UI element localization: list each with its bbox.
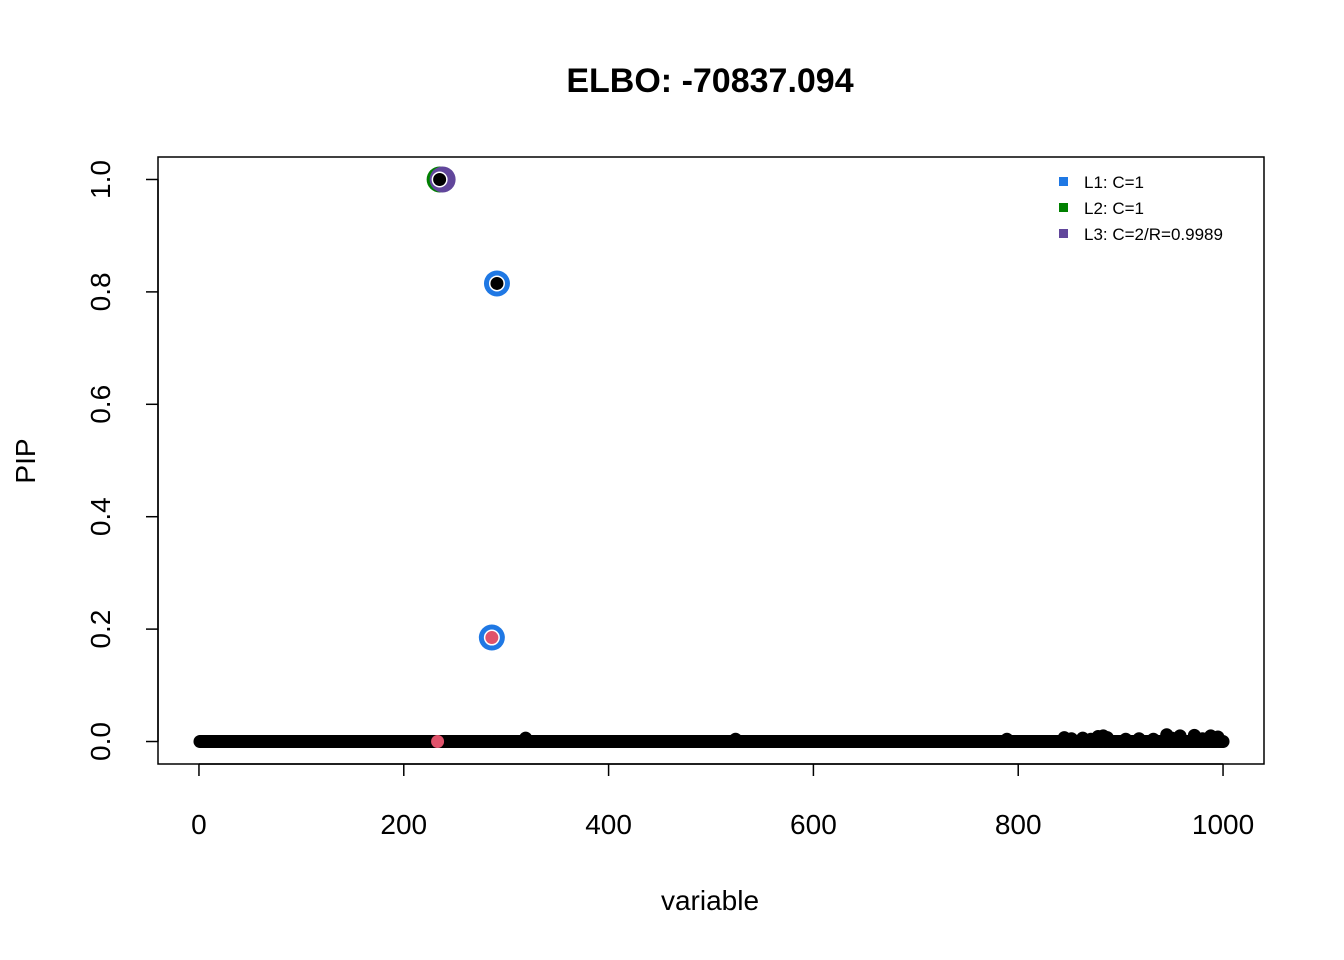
x-axis-label: variable	[661, 885, 759, 916]
y-tick-label: 0.0	[85, 722, 116, 761]
y-tick-label: 0.2	[85, 610, 116, 649]
legend-swatch	[1059, 229, 1068, 238]
y-tick-label: 0.8	[85, 272, 116, 311]
y-tick-label: 0.6	[85, 385, 116, 424]
x-tick-label: 400	[585, 809, 632, 840]
credible-set-point	[433, 172, 447, 186]
x-tick-label: 1000	[1192, 809, 1254, 840]
legend-swatch	[1059, 203, 1068, 212]
true-effect-point	[431, 735, 445, 749]
x-tick-label: 0	[191, 809, 207, 840]
legend-swatch	[1059, 177, 1068, 186]
credible-set-point	[490, 276, 504, 290]
x-tick-label: 800	[995, 809, 1042, 840]
x-tick-label: 200	[380, 809, 427, 840]
chart-title: ELBO: -70837.094	[566, 62, 853, 100]
pip-point	[1216, 735, 1230, 749]
credible-set-point	[485, 631, 499, 645]
legend-label: L2: C=1	[1084, 199, 1144, 218]
legend: L1: C=1 L2: C=1 L3: C=2/R=0.9989	[1059, 173, 1223, 244]
y-axis-label: PIP	[10, 438, 41, 483]
y-tick-label: 1.0	[85, 160, 116, 199]
legend-label: L1: C=1	[1084, 173, 1144, 192]
x-axis: 0 200 400 600 800 1000	[191, 763, 1254, 840]
data-points	[193, 166, 1230, 749]
legend-label: L3: C=2/R=0.9989	[1084, 225, 1223, 244]
y-tick-label: 0.4	[85, 497, 116, 536]
x-tick-label: 600	[790, 809, 837, 840]
y-axis: 0.0 0.2 0.4 0.6 0.8 1.0	[85, 160, 159, 761]
plot-frame	[157, 156, 1265, 765]
